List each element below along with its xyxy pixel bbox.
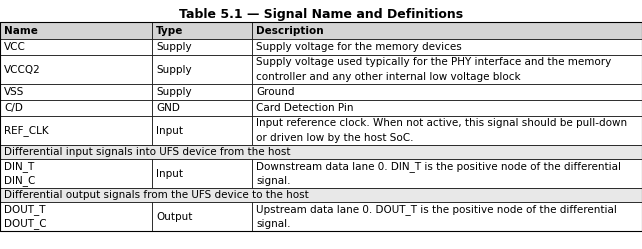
Text: C/D: C/D: [4, 103, 23, 113]
Text: Downstream data lane 0. DIN_T is the positive node of the differential: Downstream data lane 0. DIN_T is the pos…: [256, 161, 621, 172]
Text: Input reference clock. When not active, this signal should be pull-down: Input reference clock. When not active, …: [256, 118, 627, 128]
Text: Supply: Supply: [156, 64, 191, 74]
Bar: [0, 84, 152, 100]
Text: Type: Type: [156, 25, 184, 36]
Bar: [252, 202, 642, 231]
Bar: [152, 39, 252, 55]
Text: signal.: signal.: [256, 176, 290, 186]
Text: Supply: Supply: [156, 87, 191, 97]
Text: signal.: signal.: [256, 219, 290, 229]
Text: Output: Output: [156, 211, 193, 222]
Bar: [252, 39, 642, 55]
Bar: [0, 159, 152, 188]
Text: DIN_T: DIN_T: [4, 161, 34, 172]
Text: Supply voltage for the memory devices: Supply voltage for the memory devices: [256, 42, 462, 52]
Bar: [0, 22, 152, 39]
Bar: [252, 116, 642, 145]
Text: Differential output signals from the UFS device to the host: Differential output signals from the UFS…: [4, 190, 309, 200]
Bar: [152, 116, 252, 145]
Bar: [0, 145, 642, 159]
Text: or driven low by the host SoC.: or driven low by the host SoC.: [256, 133, 413, 143]
Text: DIN_C: DIN_C: [4, 175, 35, 186]
Bar: [0, 188, 642, 202]
Text: Description: Description: [256, 25, 324, 36]
Text: Supply: Supply: [156, 42, 191, 52]
Bar: [252, 84, 642, 100]
Text: DOUT_C: DOUT_C: [4, 218, 47, 229]
Bar: [0, 39, 152, 55]
Bar: [0, 116, 152, 145]
Bar: [252, 55, 642, 84]
Text: controller and any other internal low voltage block: controller and any other internal low vo…: [256, 72, 521, 82]
Text: VCCQ2: VCCQ2: [4, 64, 40, 74]
Text: Differential input signals into UFS device from the host: Differential input signals into UFS devi…: [4, 147, 290, 157]
Bar: [152, 55, 252, 84]
Text: Name: Name: [4, 25, 38, 36]
Text: GND: GND: [156, 103, 180, 113]
Bar: [152, 202, 252, 231]
Bar: [0, 202, 152, 231]
Bar: [0, 22, 642, 231]
Bar: [0, 55, 152, 84]
Bar: [152, 84, 252, 100]
Text: DOUT_T: DOUT_T: [4, 204, 46, 215]
Bar: [152, 22, 252, 39]
Text: REF_CLK: REF_CLK: [4, 125, 49, 136]
Text: Input: Input: [156, 125, 183, 135]
Text: Upstream data lane 0. DOUT_T is the positive node of the differential: Upstream data lane 0. DOUT_T is the posi…: [256, 204, 617, 215]
Text: Input: Input: [156, 169, 183, 179]
Text: VSS: VSS: [4, 87, 24, 97]
Text: Card Detection Pin: Card Detection Pin: [256, 103, 354, 113]
Text: Supply voltage used typically for the PHY interface and the memory: Supply voltage used typically for the PH…: [256, 57, 611, 67]
Bar: [0, 100, 152, 116]
Text: Ground: Ground: [256, 87, 295, 97]
Bar: [152, 159, 252, 188]
Text: VCC: VCC: [4, 42, 26, 52]
Bar: [252, 100, 642, 116]
Bar: [252, 159, 642, 188]
Bar: [152, 100, 252, 116]
Bar: [252, 22, 642, 39]
Text: Table 5.1 — Signal Name and Definitions: Table 5.1 — Signal Name and Definitions: [179, 8, 463, 21]
